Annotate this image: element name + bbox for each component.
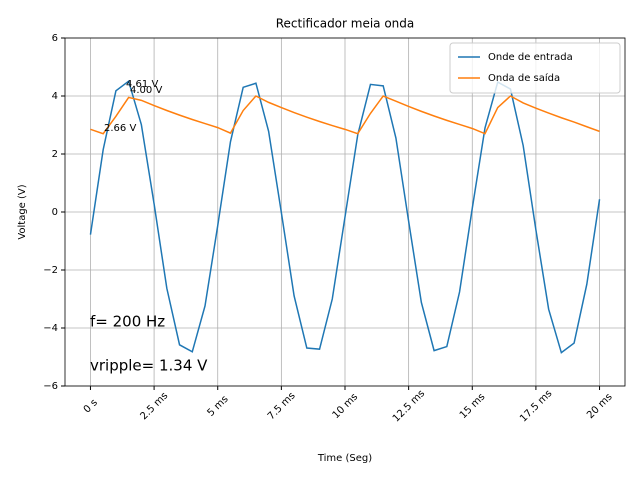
x-axis-label: Time (Seg) [317,453,372,464]
legend-box [449,42,621,94]
annotation: 2.66 V [104,123,136,134]
y-axis-label: Voltage (V) [17,184,28,239]
chart-title: Rectificador meia onda [276,17,415,31]
y-tick-label: 6 [52,33,58,44]
annotation: f= 200 Hz [90,313,165,331]
x-tick-label: 0 s [82,397,100,415]
data-line [90,95,600,135]
annotation: vripple= 1.34 V [90,357,208,375]
x-tick-label: 7.5 ms [266,390,298,422]
legend-label: Onde de entrada [488,52,573,63]
annotation: 4.61 V [126,79,158,90]
y-tick-label: −6 [43,381,58,392]
y-tick-label: 4 [52,91,58,102]
data-line [89,79,601,354]
x-tick-label: 10 ms [331,392,361,422]
x-tick-label: 17.5 ms [518,388,554,424]
y-tick-label: 2 [52,149,58,160]
annotation: 4.00 V [130,85,162,96]
y-tick-label: −4 [43,323,58,334]
x-tick-label: 15 ms [458,392,488,422]
y-tick-label: −2 [43,265,58,276]
x-tick-label: 5 ms [206,394,231,419]
x-tick-label: 20 ms [585,392,615,422]
legend-label: Onda de saída [488,72,560,84]
y-tick-label: 0 [52,207,58,218]
x-tick-label: 12.5 ms [391,388,427,424]
x-tick-label: 2.5 ms [139,390,171,422]
plot-frame [64,37,626,387]
